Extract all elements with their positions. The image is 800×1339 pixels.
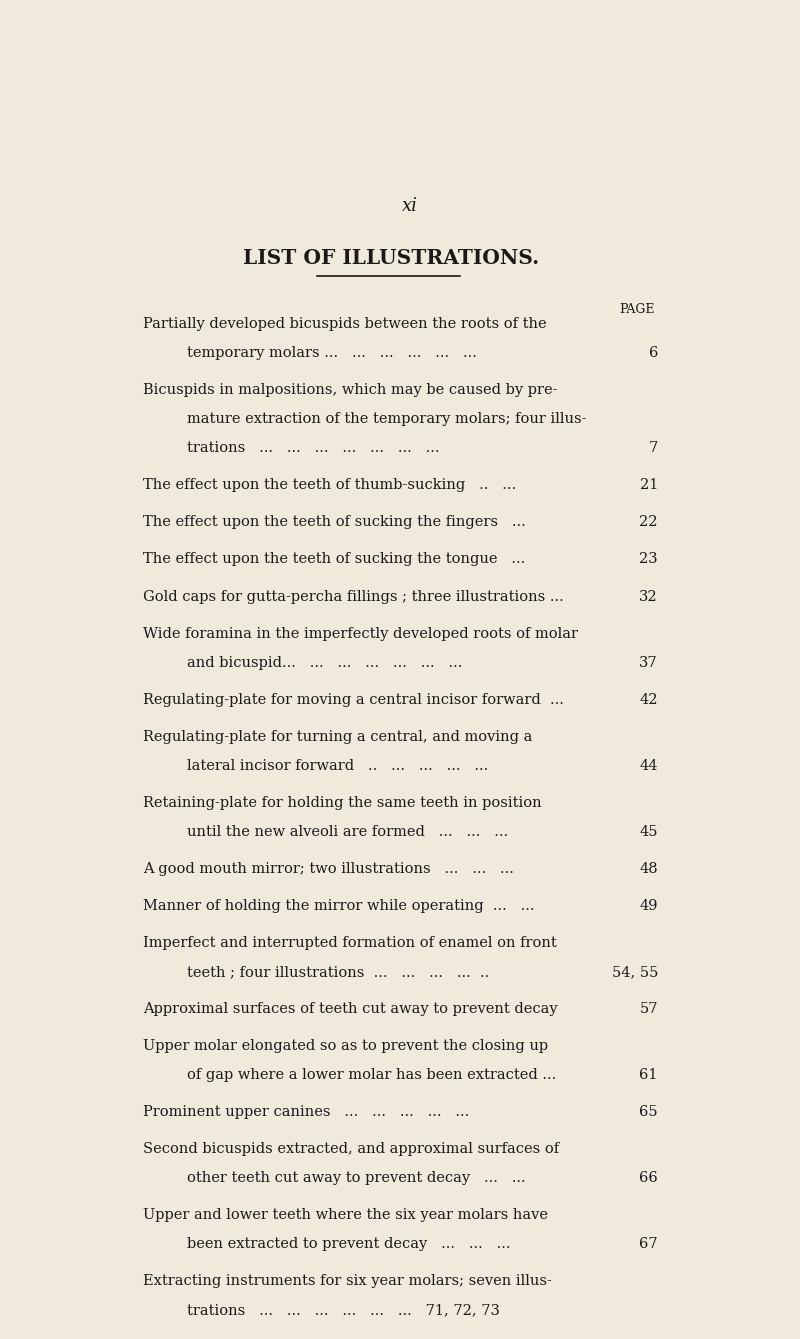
Text: 54, 55: 54, 55	[612, 965, 658, 979]
Text: The effect upon the teeth of thumb-sucking   ..   ...: The effect upon the teeth of thumb-sucki…	[143, 478, 517, 493]
Text: trations   ...   ...   ...   ...   ...   ...   ...: trations ... ... ... ... ... ... ...	[187, 441, 439, 455]
Text: 49: 49	[639, 898, 658, 913]
Text: 37: 37	[639, 656, 658, 670]
Text: 67: 67	[639, 1237, 658, 1251]
Text: Gold caps for gutta-percha fillings ; three illustrations ...: Gold caps for gutta-percha fillings ; th…	[143, 589, 564, 604]
Text: A good mouth mirror; two illustrations   ...   ...   ...: A good mouth mirror; two illustrations .…	[143, 862, 514, 876]
Text: Regulating-plate for moving a central incisor forward  ...: Regulating-plate for moving a central in…	[143, 692, 564, 707]
Text: 57: 57	[639, 1002, 658, 1016]
Text: 44: 44	[639, 759, 658, 773]
Text: 45: 45	[639, 825, 658, 838]
Text: other teeth cut away to prevent decay   ...   ...: other teeth cut away to prevent decay ..…	[187, 1172, 526, 1185]
Text: trations   ...   ...   ...   ...   ...   ...   71, 72, 73: trations ... ... ... ... ... ... 71, 72,…	[187, 1303, 500, 1318]
Text: 22: 22	[639, 516, 658, 529]
Text: and bicuspid...   ...   ...   ...   ...   ...   ...: and bicuspid... ... ... ... ... ... ...	[187, 656, 462, 670]
Text: The effect upon the teeth of sucking the tongue   ...: The effect upon the teeth of sucking the…	[143, 553, 526, 566]
Text: teeth ; four illustrations  ...   ...   ...   ...  ..: teeth ; four illustrations ... ... ... .…	[187, 965, 489, 979]
Text: Approximal surfaces of teeth cut away to prevent decay: Approximal surfaces of teeth cut away to…	[143, 1002, 558, 1016]
Text: Extracting instruments for six year molars; seven illus-: Extracting instruments for six year mola…	[143, 1275, 552, 1288]
Text: PAGE: PAGE	[619, 303, 655, 316]
Text: LIST OF ILLUSTRATIONS.: LIST OF ILLUSTRATIONS.	[243, 248, 539, 268]
Text: temporary molars ...   ...   ...   ...   ...   ...: temporary molars ... ... ... ... ... ...	[187, 347, 477, 360]
Text: mature extraction of the temporary molars; four illus-: mature extraction of the temporary molar…	[187, 412, 586, 426]
Text: xi: xi	[402, 197, 418, 214]
Text: Prominent upper canines   ...   ...   ...   ...   ...: Prominent upper canines ... ... ... ... …	[143, 1105, 470, 1119]
Text: The effect upon the teeth of sucking the fingers   ...: The effect upon the teeth of sucking the…	[143, 516, 526, 529]
Text: Manner of holding the mirror while operating  ...   ...: Manner of holding the mirror while opera…	[143, 898, 535, 913]
Text: 65: 65	[639, 1105, 658, 1119]
Text: 48: 48	[639, 862, 658, 876]
Text: 6: 6	[649, 347, 658, 360]
Text: 61: 61	[639, 1069, 658, 1082]
Text: Imperfect and interrupted formation of enamel on front: Imperfect and interrupted formation of e…	[143, 936, 557, 949]
Text: Regulating-plate for turning a central, and moving a: Regulating-plate for turning a central, …	[143, 730, 533, 743]
Text: Retaining-plate for holding the same teeth in position: Retaining-plate for holding the same tee…	[143, 795, 542, 810]
Text: 21: 21	[640, 478, 658, 493]
Text: 66: 66	[639, 1172, 658, 1185]
Text: of gap where a lower molar has been extracted ...: of gap where a lower molar has been extr…	[187, 1069, 556, 1082]
Text: Second bicuspids extracted, and approximal surfaces of: Second bicuspids extracted, and approxim…	[143, 1142, 559, 1156]
Text: Partially developed bicuspids between the roots of the: Partially developed bicuspids between th…	[143, 317, 547, 331]
Text: lateral incisor forward   ..   ...   ...   ...   ...: lateral incisor forward .. ... ... ... .…	[187, 759, 488, 773]
Text: Upper and lower teeth where the six year molars have: Upper and lower teeth where the six year…	[143, 1208, 549, 1223]
Text: Wide foramina in the imperfectly developed roots of molar: Wide foramina in the imperfectly develop…	[143, 627, 578, 640]
Text: Upper molar elongated so as to prevent the closing up: Upper molar elongated so as to prevent t…	[143, 1039, 549, 1052]
Text: 7: 7	[649, 441, 658, 455]
Text: 32: 32	[639, 589, 658, 604]
Text: Bicuspids in malpositions, which may be caused by pre-: Bicuspids in malpositions, which may be …	[143, 383, 558, 398]
Text: 23: 23	[639, 553, 658, 566]
Text: been extracted to prevent decay   ...   ...   ...: been extracted to prevent decay ... ... …	[187, 1237, 510, 1251]
Text: 42: 42	[639, 692, 658, 707]
Text: until the new alveoli are formed   ...   ...   ...: until the new alveoli are formed ... ...…	[187, 825, 508, 838]
